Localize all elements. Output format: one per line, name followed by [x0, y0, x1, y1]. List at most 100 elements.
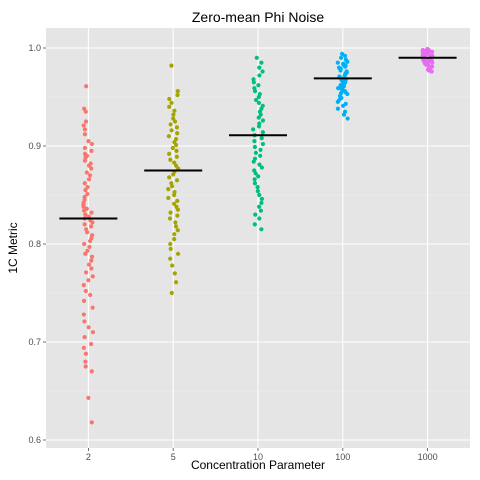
data-point [257, 192, 262, 198]
data-point [86, 262, 92, 267]
data-point [89, 420, 94, 425]
data-point [85, 230, 90, 235]
data-point [252, 222, 257, 227]
data-point [90, 220, 95, 225]
data-point [339, 51, 345, 56]
data-point [89, 210, 94, 215]
data-point [166, 195, 171, 201]
data-point [168, 157, 173, 162]
data-point [257, 204, 262, 209]
y-tick-label: 0.6 [28, 435, 41, 445]
data-point [251, 127, 256, 132]
data-point [260, 130, 266, 135]
data-point [345, 91, 350, 97]
data-point [167, 175, 172, 180]
data-point [338, 55, 344, 60]
data-point [345, 116, 350, 121]
chart-title: Zero-mean Phi Noise [192, 9, 324, 25]
data-point [253, 171, 258, 176]
data-point [335, 99, 340, 104]
data-point [342, 53, 348, 58]
data-point [89, 266, 94, 271]
data-point [90, 330, 96, 335]
data-point [168, 122, 173, 127]
data-point [172, 108, 177, 113]
data-point [169, 128, 174, 133]
data-point [341, 84, 347, 89]
data-point [82, 241, 87, 247]
data-point [83, 288, 88, 294]
data-point [252, 144, 257, 150]
data-point [258, 153, 263, 158]
data-point [83, 270, 89, 275]
data-point [260, 118, 266, 123]
data-point [174, 125, 180, 130]
data-point [82, 181, 87, 186]
data-point [89, 258, 94, 263]
data-point [335, 60, 340, 65]
data-point [86, 395, 91, 400]
data-point [258, 147, 263, 153]
data-point [172, 192, 177, 198]
data-point [422, 52, 428, 57]
data-point [257, 65, 262, 70]
data-point [89, 254, 95, 259]
data-point [259, 60, 264, 65]
data-point [85, 248, 90, 253]
y-tick-label: 1.0 [28, 43, 41, 53]
data-point [81, 283, 86, 288]
data-point [335, 106, 340, 111]
data-point [343, 64, 348, 69]
data-point [256, 174, 261, 179]
y-tick-label: 0.7 [28, 337, 41, 347]
data-point [430, 49, 435, 55]
data-point [259, 165, 265, 170]
data-point [251, 159, 256, 164]
data-point [90, 305, 95, 310]
data-point [83, 212, 88, 217]
data-point [255, 188, 260, 194]
data-point [175, 131, 180, 136]
data-point [81, 312, 86, 317]
data-point [256, 115, 261, 120]
data-point [174, 178, 180, 183]
data-point [174, 154, 179, 159]
data-point [341, 112, 347, 117]
data-point [167, 96, 172, 102]
data-point [86, 177, 92, 182]
data-point [252, 177, 257, 182]
data-point [253, 97, 259, 103]
data-point [82, 132, 88, 137]
data-point [253, 212, 258, 217]
data-point [256, 83, 261, 88]
data-point [256, 124, 262, 129]
x-tick-label: 1000 [418, 452, 438, 462]
data-point [83, 364, 88, 369]
data-point [82, 158, 88, 163]
data-point [171, 112, 176, 117]
data-point [175, 207, 181, 212]
data-point [255, 185, 260, 190]
data-point [170, 263, 175, 268]
data-point [89, 141, 95, 147]
x-tick-label: 5 [171, 452, 176, 462]
data-point [429, 69, 434, 74]
data-point [259, 136, 264, 141]
data-point [82, 127, 87, 132]
data-point [260, 141, 266, 147]
data-point [83, 351, 89, 356]
data-point [83, 109, 88, 114]
data-point [336, 86, 341, 91]
data-point [89, 341, 94, 347]
data-point [172, 271, 177, 276]
data-point [256, 100, 261, 105]
data-point [166, 134, 171, 139]
data-point [172, 237, 177, 242]
data-point [86, 325, 91, 330]
x-tick-label: 100 [335, 452, 350, 462]
data-point [175, 198, 180, 203]
data-point [173, 163, 179, 168]
data-point [83, 251, 88, 256]
data-point [430, 60, 435, 65]
data-point [175, 213, 180, 218]
